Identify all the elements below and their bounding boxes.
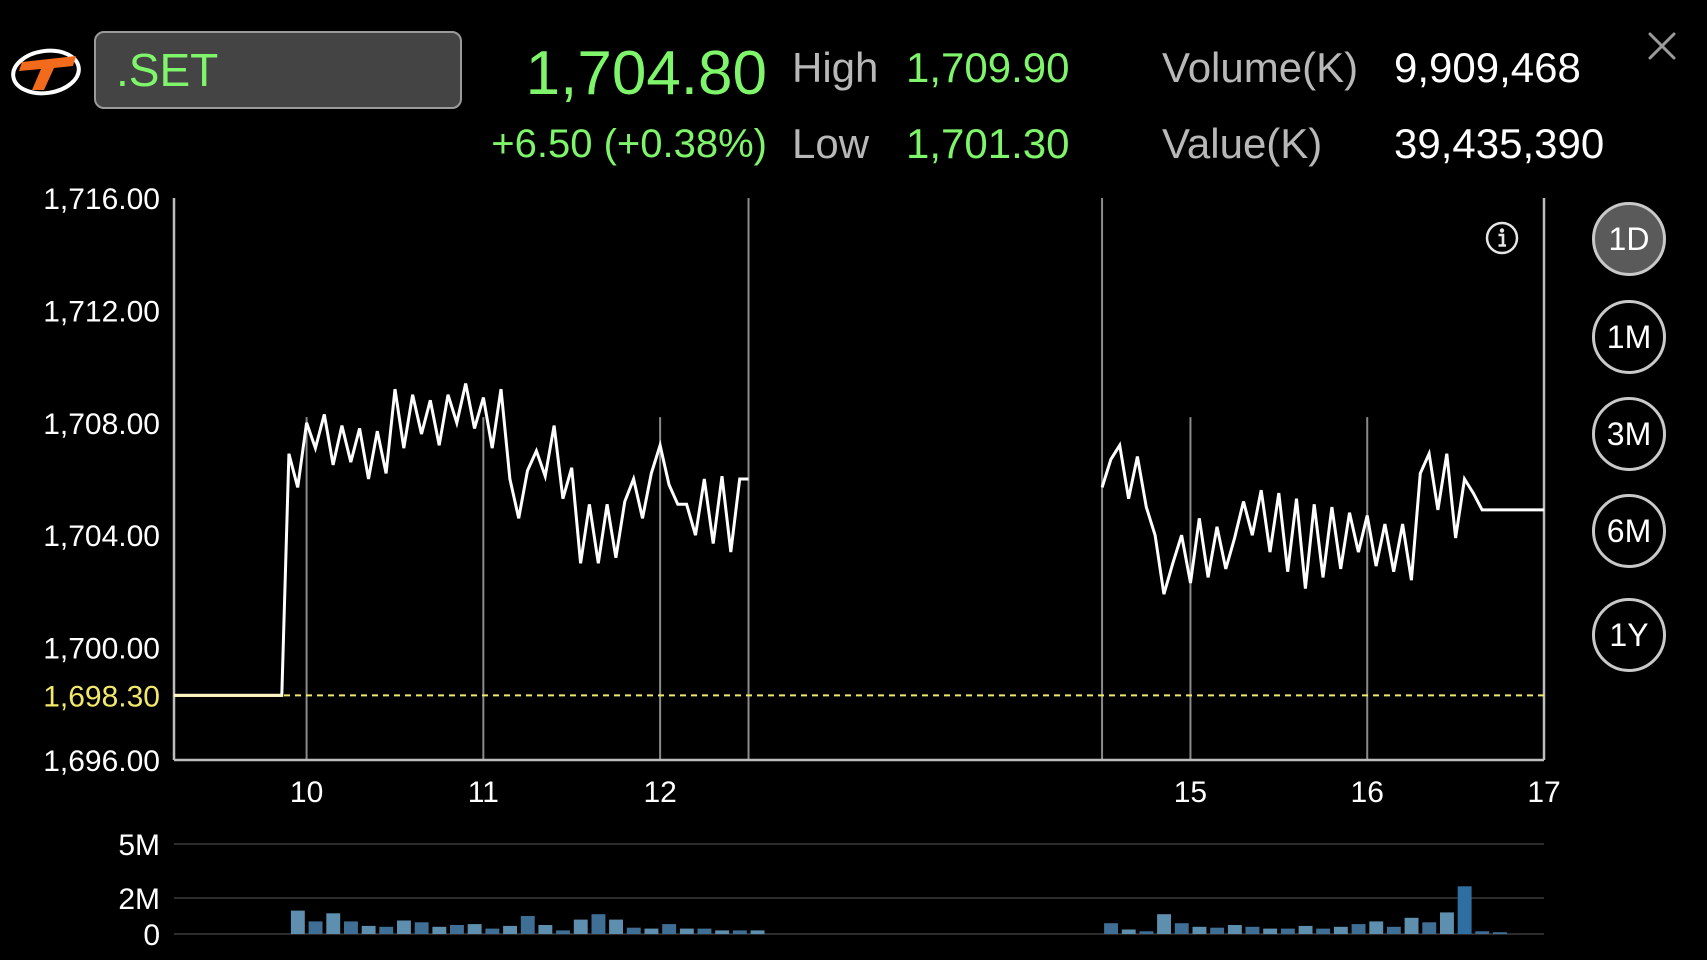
period-1y-button[interactable]: 1Y xyxy=(1592,598,1666,672)
x-tick-label: 16 xyxy=(1351,776,1384,809)
volume-bar xyxy=(626,927,641,934)
value-value: 39,435,390 xyxy=(1394,120,1605,167)
volume-bar xyxy=(414,922,429,934)
price-change: +6.50 (+0.38%) xyxy=(491,122,767,166)
high-label: High xyxy=(792,44,879,91)
volume-bar xyxy=(308,921,323,934)
settrade-logo-icon xyxy=(11,48,81,96)
volume-bar xyxy=(485,928,500,934)
volume-bar xyxy=(697,928,712,934)
low-label: Low xyxy=(792,120,870,167)
period-3m-button[interactable]: 3M xyxy=(1592,397,1666,471)
volume-bar xyxy=(1440,912,1454,934)
period-1m-button[interactable]: 1M xyxy=(1592,300,1666,374)
symbol-input[interactable]: .SET xyxy=(94,31,462,109)
volume-bar xyxy=(1316,928,1331,934)
volume-bar xyxy=(450,925,464,934)
volume-bar xyxy=(1157,914,1171,934)
volume-bar xyxy=(1227,925,1242,934)
value-label: Value(K) xyxy=(1162,120,1323,167)
volume-bar xyxy=(644,928,659,934)
volume-bar xyxy=(503,925,517,934)
volume-bar xyxy=(538,925,553,934)
price-series-line xyxy=(1100,441,1544,595)
volume-bar xyxy=(379,926,394,934)
volume-value: 9,909,468 xyxy=(1394,44,1581,91)
period-1d-button[interactable]: 1D xyxy=(1592,202,1666,276)
x-tick-label: 15 xyxy=(1174,776,1207,809)
y-tick-label: 1,704.00 xyxy=(43,520,160,553)
volume-y-tick-label: 2M xyxy=(118,883,160,916)
info-icon[interactable] xyxy=(1484,220,1520,256)
volume-bar xyxy=(1422,922,1437,934)
volume-bar xyxy=(1386,926,1401,934)
volume-bar xyxy=(1174,923,1189,934)
close-icon[interactable] xyxy=(1644,28,1680,64)
volume-bar xyxy=(1333,926,1348,934)
period-6m-button[interactable]: 6M xyxy=(1592,494,1666,568)
volume-bar xyxy=(1369,921,1384,934)
y-tick-label: 1,716.00 xyxy=(43,183,160,216)
volume-bar xyxy=(662,924,677,934)
last-price: 1,704.80 xyxy=(525,39,767,108)
volume-bar xyxy=(290,910,305,934)
volume-bar xyxy=(1263,928,1278,934)
volume-bar xyxy=(1493,932,1507,934)
y-tick-label: 1,708.00 xyxy=(43,408,160,441)
volume-label: Volume(K) xyxy=(1162,44,1359,91)
x-tick-label: 12 xyxy=(643,776,676,809)
volume-bar xyxy=(732,930,747,934)
y-tick-label: 1,700.00 xyxy=(43,633,160,666)
volume-bar xyxy=(1298,925,1313,934)
volume-bar xyxy=(344,921,358,934)
volume-bar xyxy=(432,926,447,934)
high-value: 1,709.90 xyxy=(906,44,1070,91)
volume-bar xyxy=(1139,931,1154,934)
volume-bar xyxy=(609,919,623,934)
volume-bar xyxy=(467,924,482,934)
x-tick-label: 10 xyxy=(290,776,323,809)
volume-bar xyxy=(1245,926,1260,934)
volume-bar xyxy=(1457,886,1472,934)
y-tick-label: 1,696.00 xyxy=(43,745,160,778)
volume-bar xyxy=(1121,929,1136,934)
price-series-line xyxy=(174,383,749,697)
x-tick-label: 17 xyxy=(1527,776,1560,809)
volume-bar xyxy=(556,930,570,934)
volume-bar xyxy=(1104,923,1118,934)
volume-y-tick-label: 5M xyxy=(118,829,160,862)
volume-bar xyxy=(326,913,341,934)
volume-bar xyxy=(1475,931,1490,934)
volume-y-tick-label: 0 xyxy=(143,919,160,952)
volume-bar xyxy=(361,925,376,934)
volume-bar xyxy=(1351,924,1366,934)
x-tick-label: 11 xyxy=(468,776,499,809)
volume-bar xyxy=(679,928,694,934)
prev-close-label: 1,698.30 xyxy=(43,680,160,713)
low-value: 1,701.30 xyxy=(906,120,1070,167)
volume-bar xyxy=(1280,928,1295,934)
volume-bar xyxy=(715,930,730,934)
volume-bar xyxy=(1192,926,1207,934)
volume-bar xyxy=(1210,927,1225,934)
volume-bar xyxy=(750,930,765,934)
volume-bar xyxy=(520,916,535,934)
volume-bar xyxy=(591,914,606,934)
volume-bar xyxy=(1404,917,1419,934)
volume-bar xyxy=(573,919,588,934)
volume-bar xyxy=(397,920,411,934)
y-tick-label: 1,712.00 xyxy=(43,295,160,328)
